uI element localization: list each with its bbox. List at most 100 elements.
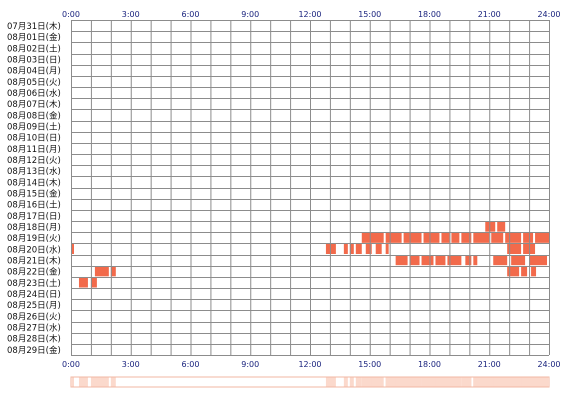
activity-bar (423, 232, 440, 243)
hour-tick-label: 0:00 (62, 10, 80, 19)
hour-tick-label: 21:00 (478, 360, 501, 369)
activity-bar (395, 255, 408, 266)
hour-tick-label: 9:00 (241, 10, 259, 19)
activity-bar (71, 243, 74, 254)
activity-bar (531, 266, 537, 277)
summary-mark (90, 377, 97, 387)
summary-mark (349, 377, 354, 387)
summary-mark (395, 377, 408, 387)
date-label: 08月01日(金) (7, 32, 61, 43)
summary-mark (343, 377, 348, 387)
activity-bar (385, 232, 402, 243)
top-hour-ticks: 0:00 3:00 6:00 9:00 12:00 15:00 18:00 21:00 24:0… (62, 10, 561, 19)
activity-bar (511, 255, 526, 266)
activity-bar (521, 266, 528, 277)
date-row-labels: 07月31日(木)08月01日(金)08月02日(土)08月03日(日) 08月0… (7, 21, 61, 356)
summary-mark (385, 377, 402, 387)
summary-mark (531, 377, 537, 387)
summary-mark (507, 377, 520, 387)
activity-bar (343, 243, 348, 254)
date-label: 08月16日(土) (7, 200, 61, 211)
date-label: 08月23日(土) (7, 278, 61, 289)
date-label: 08月07日(木) (7, 99, 61, 110)
summary-mark (355, 377, 362, 387)
activity-bar (403, 232, 422, 243)
activity-bar (435, 255, 446, 266)
summary-mark (375, 377, 382, 387)
summary-mark (94, 377, 109, 387)
date-label: 08月06日(水) (7, 88, 61, 99)
summary-mark (485, 377, 496, 387)
activity-bar (349, 243, 354, 254)
hour-tick-label: 3:00 (122, 360, 140, 369)
date-label: 08月04日(月) (7, 67, 61, 77)
date-label: 08月11日(月) (7, 145, 61, 155)
summary-mark (71, 377, 74, 387)
activity-bar (493, 255, 508, 266)
date-label: 08月20日(水) (7, 244, 61, 255)
summary-mark (493, 377, 508, 387)
hour-tick-label: 24:00 (537, 360, 560, 369)
summary-mark (385, 377, 389, 387)
activity-bar (94, 266, 109, 277)
date-label: 08月26日(火) (7, 312, 61, 322)
activity-bar (535, 232, 549, 243)
activity-bar (473, 232, 490, 243)
summary-mark (361, 377, 384, 387)
activity-bar (529, 255, 548, 266)
activity-bar (110, 266, 116, 277)
date-label: 08月08日(金) (7, 110, 61, 121)
date-label: 07月31日(木) (7, 21, 61, 32)
activity-bar (465, 255, 472, 266)
activity-bar (409, 255, 420, 266)
activity-bar (421, 255, 434, 266)
activity-bar (78, 277, 88, 288)
hour-tick-label: 0:00 (62, 360, 80, 369)
activity-bar (461, 232, 472, 243)
hour-tick-label: 21:00 (478, 10, 501, 19)
activity-bar (507, 243, 522, 254)
summary-mark (78, 377, 88, 387)
date-label: 08月21日(木) (7, 255, 61, 266)
date-label: 08月24日(日) (7, 290, 61, 300)
activity-bar (473, 255, 478, 266)
date-label: 08月27日(水) (7, 322, 61, 333)
date-label: 08月29日(金) (7, 345, 61, 356)
summary-mark (473, 377, 478, 387)
hour-tick-label: 3:00 (122, 10, 140, 19)
date-label: 08月12日(火) (7, 156, 61, 166)
date-label: 08月02日(土) (7, 43, 61, 54)
hour-tick-label: 15:00 (358, 360, 381, 369)
summary-mark (110, 377, 116, 387)
activity-bar (375, 243, 382, 254)
activity-bar (355, 243, 362, 254)
date-label: 08月18日(月) (7, 223, 61, 233)
activity-bar (385, 243, 389, 254)
summary-mark (447, 377, 462, 387)
date-label: 08月13日(水) (7, 166, 61, 177)
date-label: 08月25日(月) (7, 301, 61, 311)
date-label: 08月17日(日) (7, 212, 61, 222)
date-label: 08月19日(火) (7, 234, 61, 244)
hour-tick-label: 6:00 (182, 10, 200, 19)
activity-bar (441, 232, 450, 243)
date-label: 08月03日(日) (7, 55, 61, 65)
hour-tick-label: 18:00 (418, 10, 441, 19)
activity-bar (523, 232, 534, 243)
activity-bar (497, 221, 506, 232)
hour-tick-label: 15:00 (358, 10, 381, 19)
activity-bars (71, 221, 549, 288)
activity-bar (451, 232, 460, 243)
hour-tick-label: 12:00 (298, 10, 321, 19)
hour-tick-label: 6:00 (182, 360, 200, 369)
hour-tick-label: 12:00 (298, 360, 321, 369)
date-label: 08月14日(木) (7, 177, 61, 188)
summary-mark (465, 377, 472, 387)
grid-lines (71, 20, 550, 356)
activity-bar (90, 277, 97, 288)
activity-bar (505, 232, 522, 243)
summary-mark (529, 377, 548, 387)
date-label: 08月15日(金) (7, 188, 61, 199)
activity-bar (365, 243, 372, 254)
